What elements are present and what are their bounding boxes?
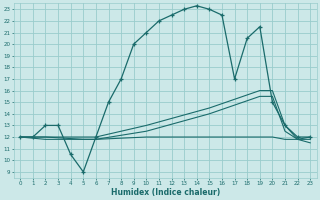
X-axis label: Humidex (Indice chaleur): Humidex (Indice chaleur) bbox=[111, 188, 220, 197]
